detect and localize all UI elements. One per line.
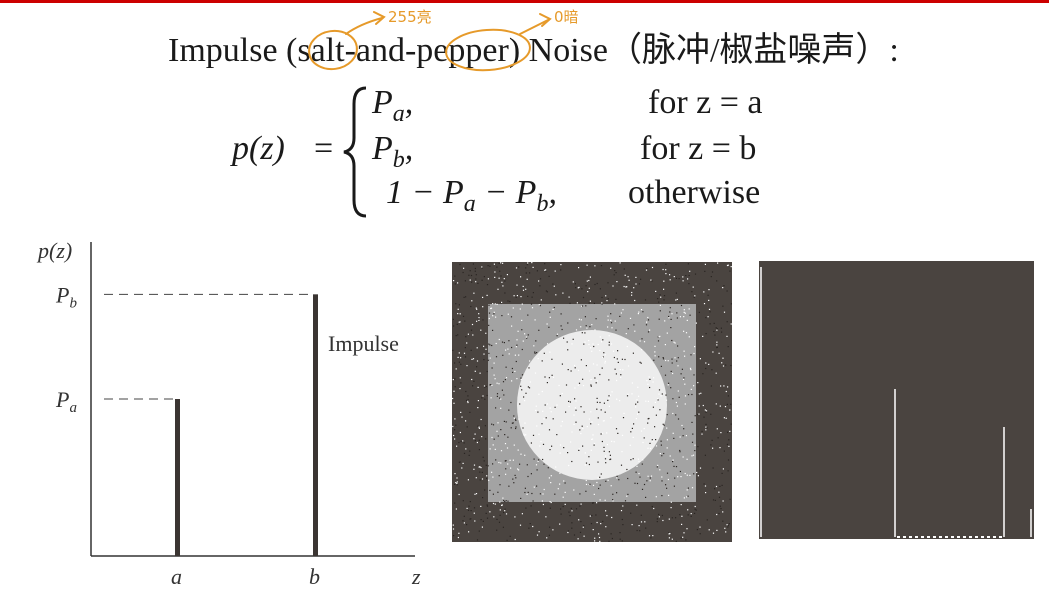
x-tick-label-a: a (171, 564, 182, 589)
title-english: Impulse (salt-and-pepper) Noise (168, 32, 608, 69)
histogram-icon (759, 261, 1034, 539)
title-chinese: （脉冲/椒盐噪声）: (607, 32, 899, 69)
case-3-condition: otherwise (628, 174, 761, 211)
noise-image-icon (452, 262, 732, 542)
impulse-pdf-chart: p(z) z Impulse Pa a Pb b (36, 238, 421, 589)
salt-arrow (345, 11, 386, 35)
case-2-value: Pb, (372, 130, 414, 173)
formula-lhs: p(z) (232, 130, 285, 167)
annotation-label: Impulse (328, 331, 399, 356)
slide-title: Impulse (salt-and-pepper) Noise（脉冲/椒盐噪声）… (168, 22, 899, 71)
impulse-bar-b (313, 294, 318, 556)
light-circle (517, 330, 667, 480)
pepper-note: 0暗 (554, 8, 579, 26)
y-tick-label-b: Pb (55, 282, 77, 311)
impulse-bar-a (175, 399, 180, 556)
x-axis-label: z (411, 564, 421, 589)
y-tick-label-a: Pa (55, 387, 77, 416)
formula-brace (343, 86, 367, 218)
x-tick-label-b: b (309, 564, 320, 589)
case-3-value: 1 − Pa − Pb, (386, 174, 557, 217)
handwritten-annotations: 255亮 0暗 (308, 8, 579, 72)
case-1-value: Pa, (372, 84, 414, 127)
formula-equals: = (314, 130, 334, 167)
salt-circle (308, 29, 358, 71)
case-2-condition: for z = b (640, 130, 757, 167)
top-accent-bar (0, 0, 1049, 3)
salt-note: 255亮 (388, 8, 432, 26)
y-axis-label: p(z) (36, 238, 72, 263)
histogram-background (759, 261, 1034, 539)
pepper-circle (445, 28, 531, 72)
case-1-condition: for z = a (648, 84, 763, 121)
pepper-arrow (519, 13, 552, 35)
